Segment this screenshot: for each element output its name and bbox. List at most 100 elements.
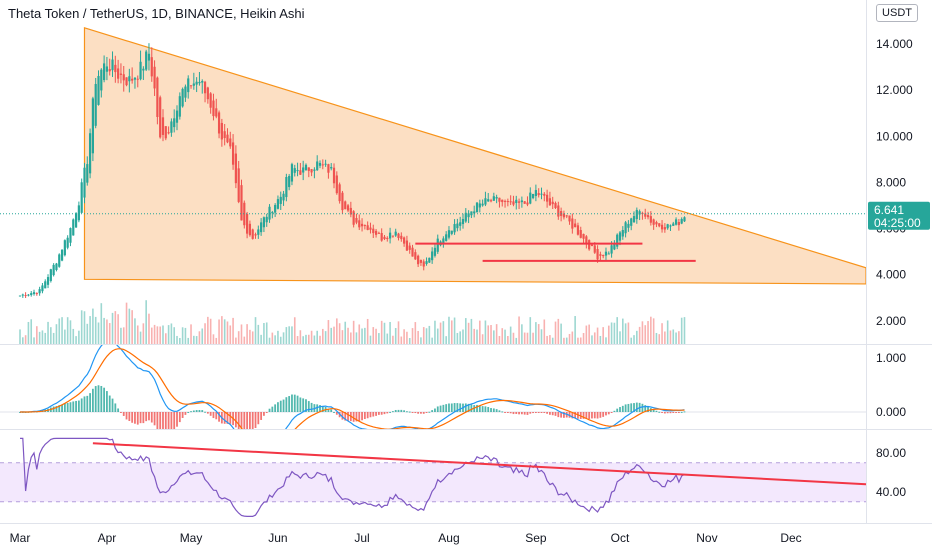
candle-body bbox=[526, 202, 529, 205]
candle-body bbox=[195, 81, 198, 85]
macd-histogram-bar bbox=[551, 412, 554, 416]
volume-bar bbox=[226, 321, 229, 344]
candle-body bbox=[492, 196, 495, 201]
volume-bar bbox=[450, 320, 453, 344]
volume-bar bbox=[565, 337, 568, 344]
candle-body bbox=[534, 190, 537, 197]
candle-body bbox=[450, 230, 453, 234]
macd-histogram-bar bbox=[554, 412, 557, 416]
macd-line bbox=[19, 345, 685, 429]
candle-body bbox=[346, 205, 350, 211]
price-tick-label: 12.000 bbox=[876, 83, 913, 97]
volume-bar bbox=[61, 317, 63, 344]
candle-body bbox=[159, 97, 162, 138]
macd-histogram-bar bbox=[335, 412, 338, 415]
volume-bar bbox=[658, 334, 661, 344]
candle-body bbox=[658, 223, 661, 227]
macd-histogram-bar bbox=[344, 412, 347, 421]
macd-histogram-bar bbox=[490, 408, 492, 412]
volume-bar bbox=[540, 329, 543, 344]
macd-histogram-bar bbox=[403, 410, 406, 412]
macd-histogram-bar bbox=[372, 412, 375, 417]
candle-body bbox=[610, 245, 613, 254]
macd-histogram-bar bbox=[549, 412, 551, 415]
candle-body bbox=[332, 167, 336, 184]
candle-body bbox=[380, 233, 383, 241]
price-tick-label: 4.000 bbox=[876, 268, 906, 282]
candle-body bbox=[161, 117, 165, 135]
volume-bar bbox=[630, 337, 633, 344]
volume-bar bbox=[181, 327, 184, 344]
volume-bar bbox=[551, 337, 554, 344]
candle-body bbox=[459, 222, 462, 226]
macd-histogram-bar bbox=[170, 412, 173, 429]
candle-body bbox=[616, 234, 619, 247]
volume-bar bbox=[265, 322, 268, 344]
macd-histogram-bar bbox=[501, 411, 504, 413]
volume-bar bbox=[389, 321, 391, 344]
macd-histogram-bar bbox=[316, 404, 319, 412]
volume-bar bbox=[473, 328, 476, 344]
volume-bar bbox=[30, 319, 33, 344]
macd-histogram-bar bbox=[218, 412, 220, 422]
time-tick-label: Apr bbox=[98, 531, 117, 545]
macd-histogram-bar bbox=[445, 404, 448, 412]
candle-body bbox=[164, 126, 167, 139]
candle-body bbox=[69, 228, 72, 243]
macd-histogram-bar bbox=[237, 412, 240, 429]
volume-bar bbox=[622, 318, 624, 344]
volume-bar bbox=[585, 325, 588, 344]
volume-bar bbox=[588, 324, 590, 344]
volume-bar bbox=[257, 324, 260, 344]
candle-body bbox=[537, 193, 540, 196]
volume-bar bbox=[86, 323, 89, 344]
candle-body bbox=[417, 255, 420, 265]
candle-body bbox=[265, 216, 268, 223]
volume-bar bbox=[386, 333, 389, 344]
macd-histogram-bar bbox=[518, 412, 520, 415]
candle-body bbox=[680, 219, 683, 224]
macd-histogram-bar bbox=[596, 412, 599, 419]
volume-bar bbox=[237, 331, 240, 344]
volume-bar bbox=[347, 327, 349, 344]
volume-bar bbox=[243, 336, 246, 344]
volume-bar bbox=[52, 332, 55, 344]
volume-bar bbox=[428, 325, 431, 344]
candle-body bbox=[307, 167, 310, 171]
candle-body bbox=[316, 161, 319, 171]
volume-bar bbox=[655, 332, 658, 344]
volume-bar bbox=[641, 321, 644, 344]
macd-histogram-bar bbox=[422, 412, 425, 414]
volume-bar bbox=[38, 331, 41, 344]
candle-body bbox=[139, 61, 142, 80]
macd-histogram-bar bbox=[557, 412, 560, 418]
volume-bar bbox=[330, 327, 333, 344]
candle-body bbox=[170, 121, 173, 133]
volume-bar bbox=[593, 332, 596, 344]
candle-body bbox=[498, 197, 501, 202]
volume-bar bbox=[299, 330, 302, 344]
time-tick-label: Mar bbox=[10, 531, 31, 545]
macd-histogram-bar bbox=[515, 412, 518, 414]
macd-histogram-bar bbox=[274, 404, 277, 412]
volume-bar bbox=[316, 330, 318, 344]
macd-histogram-bar bbox=[481, 406, 484, 412]
candle-body bbox=[27, 294, 30, 296]
volume-bar bbox=[563, 337, 565, 344]
macd-histogram-bar bbox=[363, 412, 366, 420]
candle-body bbox=[551, 201, 554, 205]
currency-button[interactable]: USDT bbox=[876, 4, 918, 22]
volume-bar bbox=[139, 331, 142, 344]
candle-body bbox=[254, 234, 257, 236]
macd-histogram-bar bbox=[652, 409, 655, 412]
volume-bar bbox=[288, 326, 290, 344]
candle-body bbox=[72, 219, 75, 236]
macd-histogram-bar bbox=[591, 412, 593, 419]
volume-bar bbox=[302, 336, 304, 344]
macd-histogram-bar bbox=[106, 391, 108, 412]
macd-histogram-bar bbox=[560, 412, 563, 418]
volume-bar bbox=[675, 332, 677, 344]
candle-body bbox=[167, 132, 170, 134]
